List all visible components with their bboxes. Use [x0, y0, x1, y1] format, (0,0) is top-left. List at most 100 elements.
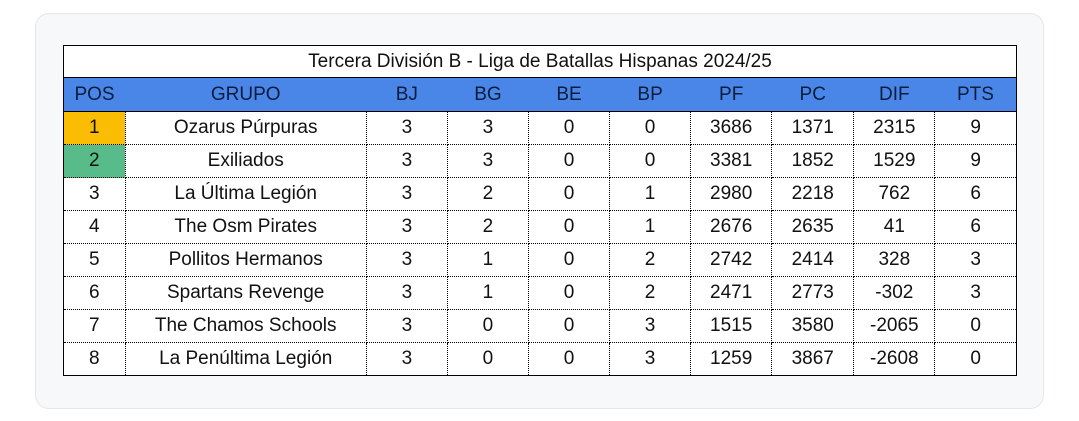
cell-dif: 762 — [853, 177, 936, 211]
cell-bg: 0 — [447, 342, 529, 375]
cell-pos: 6 — [64, 276, 126, 310]
table-row: 4 The Osm Pirates 3 2 0 1 2676 2635 41 6 — [64, 210, 1016, 244]
cell-grupo: Spartans Revenge — [125, 276, 367, 310]
cell-pc: 3867 — [771, 342, 855, 375]
header-dif: DIF — [853, 78, 935, 112]
cell-pf: 2471 — [690, 276, 773, 310]
cell-grupo: La Penúltima Legión — [125, 342, 367, 375]
cell-pf: 3381 — [690, 144, 773, 178]
cell-grupo: The Chamos Schools — [125, 309, 367, 343]
cell-grupo: La Última Legión — [125, 177, 367, 211]
cell-bg: 0 — [447, 309, 529, 343]
cell-be: 0 — [528, 276, 611, 310]
cell-bj: 3 — [366, 243, 448, 277]
cell-dif: -2065 — [853, 309, 936, 343]
cell-pf: 1515 — [690, 309, 773, 343]
cell-pos: 2 — [64, 144, 126, 178]
cell-pc: 1371 — [771, 111, 855, 145]
table-row: 1 Ozarus Púrpuras 3 3 0 0 3686 1371 2315 9 — [64, 111, 1016, 145]
cell-bp: 1 — [609, 210, 692, 244]
cell-be: 0 — [528, 309, 611, 343]
cell-bj: 3 — [366, 342, 448, 375]
header-pts: PTS — [934, 78, 1016, 112]
cell-pts: 3 — [934, 276, 1016, 310]
standings-table: POS GRUPO BJ BG BE BP PF PC DIF PTS 1 Oza… — [64, 78, 1016, 375]
cell-be: 0 — [528, 144, 611, 178]
cell-pos: 4 — [64, 210, 126, 244]
table-row: 2 Exiliados 3 3 0 0 3381 1852 1529 9 — [64, 144, 1016, 178]
cell-pos: 8 — [64, 342, 126, 375]
cell-bj: 3 — [366, 210, 448, 244]
header-pf: PF — [690, 78, 772, 112]
cell-pts: 9 — [934, 144, 1016, 178]
cell-bj: 3 — [366, 276, 448, 310]
cell-dif: 1529 — [853, 144, 936, 178]
cell-pf: 3686 — [690, 111, 773, 145]
cell-pos: 7 — [64, 309, 126, 343]
cell-pos: 5 — [64, 243, 126, 277]
cell-bp: 1 — [609, 177, 692, 211]
cell-pf: 2980 — [690, 177, 773, 211]
cell-pts: 6 — [934, 210, 1016, 244]
cell-bg: 1 — [447, 276, 529, 310]
cell-be: 0 — [528, 243, 611, 277]
cell-bp: 3 — [609, 309, 692, 343]
cell-pf: 2676 — [690, 210, 773, 244]
cell-bj: 3 — [366, 309, 448, 343]
cell-bp: 2 — [609, 243, 692, 277]
cell-grupo: Pollitos Hermanos — [125, 243, 367, 277]
cell-bj: 3 — [366, 177, 448, 211]
cell-dif: 2315 — [853, 111, 936, 145]
cell-pc: 2414 — [771, 243, 855, 277]
cell-be: 0 — [528, 210, 611, 244]
cell-pc: 2773 — [771, 276, 855, 310]
table-row: 5 Pollitos Hermanos 3 1 0 2 2742 2414 328 3 — [64, 243, 1016, 277]
cell-grupo: Ozarus Púrpuras — [125, 111, 367, 145]
cell-bg: 3 — [447, 144, 529, 178]
cell-pc: 1852 — [771, 144, 855, 178]
cell-bg: 3 — [447, 111, 529, 145]
cell-pc: 2218 — [771, 177, 855, 211]
table-body: 1 Ozarus Púrpuras 3 3 0 0 3686 1371 2315 9 2 Exilia… — [64, 111, 1016, 375]
cell-dif: 328 — [853, 243, 936, 277]
cell-pc: 2635 — [771, 210, 855, 244]
cell-dif: 41 — [853, 210, 936, 244]
header-be: BE — [528, 78, 610, 112]
cell-bp: 0 — [609, 111, 692, 145]
cell-grupo: The Osm Pirates — [125, 210, 367, 244]
cell-bj: 3 — [366, 144, 448, 178]
cell-be: 0 — [528, 111, 611, 145]
cell-grupo: Exiliados — [125, 144, 367, 178]
header-bp: BP — [609, 78, 691, 112]
cell-pts: 6 — [934, 177, 1016, 211]
table-row: 6 Spartans Revenge 3 1 0 2 2471 2773 -302 3 — [64, 276, 1016, 310]
header-pos: POS — [64, 78, 126, 112]
cell-dif: -302 — [853, 276, 936, 310]
cell-bp: 2 — [609, 276, 692, 310]
header-bg: BG — [447, 78, 529, 112]
cell-pos: 3 — [64, 177, 126, 211]
table-title: Tercera División B - Liga de Batallas Hi… — [64, 46, 1016, 78]
cell-pos: 1 — [64, 111, 126, 145]
cell-pts: 3 — [934, 243, 1016, 277]
cell-bp: 3 — [609, 342, 692, 375]
cell-pf: 2742 — [690, 243, 773, 277]
cell-bj: 3 — [366, 111, 448, 145]
header-grupo: GRUPO — [125, 78, 367, 112]
table-row: 3 La Última Legión 3 2 0 1 2980 2218 762 6 — [64, 177, 1016, 211]
table-row: 7 The Chamos Schools 3 0 0 3 1515 3580 -2065 0 — [64, 309, 1016, 343]
cell-be: 0 — [528, 342, 611, 375]
header-bj: BJ — [366, 78, 448, 112]
cell-dif: -2608 — [853, 342, 936, 375]
cell-be: 0 — [528, 177, 611, 211]
cell-pf: 1259 — [690, 342, 773, 375]
cell-pc: 3580 — [771, 309, 855, 343]
cell-pts: 0 — [970, 348, 981, 369]
cell-pts: 9 — [934, 111, 1016, 145]
cell-bg: 2 — [447, 210, 529, 244]
header-pc: PC — [771, 78, 854, 112]
standings-sheet: Tercera División B - Liga de Batallas Hi… — [63, 45, 1017, 376]
header-row: POS GRUPO BJ BG BE BP PF PC DIF PTS — [64, 78, 1016, 112]
cell-bp: 0 — [609, 144, 692, 178]
cell-bg: 1 — [447, 243, 529, 277]
